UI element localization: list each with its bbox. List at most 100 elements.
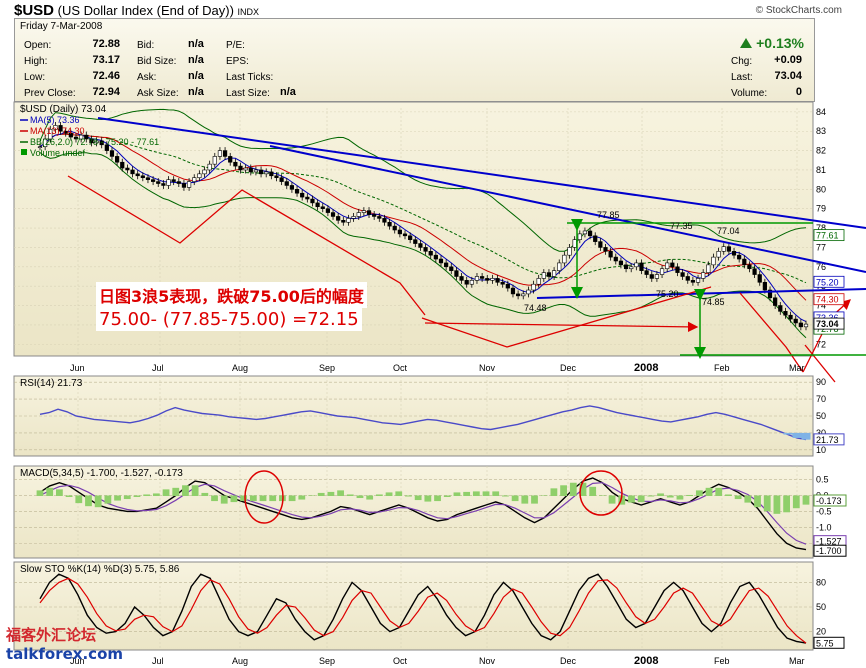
macd-histogram-bar xyxy=(550,488,558,496)
macd-histogram-bar xyxy=(85,495,92,507)
candle xyxy=(243,164,248,174)
macd-histogram-bar xyxy=(249,495,257,502)
x-label: Aug xyxy=(232,363,248,373)
candle xyxy=(778,302,783,315)
candle xyxy=(788,311,793,323)
candle xyxy=(474,272,480,284)
macd-histogram-bar xyxy=(598,495,606,496)
macd-histogram-bar xyxy=(676,495,684,500)
candle xyxy=(695,274,701,286)
macd-histogram-bar xyxy=(773,495,781,514)
x-label: Sep xyxy=(319,363,335,373)
candle xyxy=(767,286,773,302)
macd-histogram-bar xyxy=(511,495,519,502)
candle xyxy=(125,164,130,174)
price-tag: 74.30 xyxy=(813,293,845,306)
bid-value: n/a xyxy=(188,38,204,50)
macd-histogram-bar xyxy=(434,495,441,502)
candle xyxy=(428,247,433,259)
chg-value: +0.09 xyxy=(774,54,802,66)
macd-circle-right xyxy=(579,470,623,516)
svg-text:-0.173: -0.173 xyxy=(816,496,842,506)
macd-histogram-bar xyxy=(628,495,635,503)
price-tick-label: 78 xyxy=(816,223,826,233)
label-7785: 77.85 xyxy=(597,210,620,220)
candle xyxy=(212,152,217,168)
macd-title: MACD(5,34,5) -1.700, -1.527, -0.173 xyxy=(20,468,183,479)
macd-histogram-bar xyxy=(143,494,151,496)
indicator-tick-label: 0.5 xyxy=(816,475,829,485)
candle xyxy=(130,166,135,178)
x-label: 2008 xyxy=(634,362,658,374)
symbol-name: (US Dollar Index (End of Day)) xyxy=(57,3,234,18)
candle xyxy=(264,168,269,178)
svg-text:77.61: 77.61 xyxy=(816,231,839,241)
macd-histogram-bar xyxy=(123,495,131,500)
price-tag: 75.20 xyxy=(813,275,845,288)
indicator-tick-label: 90 xyxy=(816,377,826,387)
candle xyxy=(346,214,351,226)
candle xyxy=(192,174,197,186)
candle xyxy=(516,290,521,300)
macd-histogram-bar xyxy=(579,482,587,496)
rsi-panel xyxy=(13,375,814,457)
candle xyxy=(377,212,382,222)
sto-tag: 5.75 xyxy=(813,636,845,649)
macd-histogram-bar xyxy=(385,492,393,496)
macd-histogram-bar xyxy=(715,487,723,496)
macd-tag: -1.700 xyxy=(813,544,847,557)
x-label: Mar xyxy=(789,363,805,373)
bb-upper-line xyxy=(39,108,807,252)
candle xyxy=(310,195,315,207)
candle xyxy=(551,267,557,280)
candle xyxy=(659,265,665,279)
macd-histogram-bar xyxy=(472,491,480,496)
macd-histogram-bar xyxy=(637,495,645,503)
candle xyxy=(731,247,737,259)
macd-histogram-bar xyxy=(763,495,771,512)
candle xyxy=(665,259,670,273)
candle xyxy=(89,135,94,147)
legend-ma5: MA(5) 73.36 xyxy=(30,115,80,125)
open-label: Open: xyxy=(24,40,52,51)
candle xyxy=(202,166,207,178)
candle xyxy=(593,232,598,246)
candle xyxy=(156,178,161,188)
x-label-bottom: Mar xyxy=(789,656,805,666)
x-label-bottom: Dec xyxy=(560,656,577,666)
candle xyxy=(325,205,330,217)
macd-histogram-bar xyxy=(608,495,616,504)
candle xyxy=(449,263,454,275)
candle xyxy=(151,176,156,186)
wave-line-mid xyxy=(421,286,712,348)
candle xyxy=(269,168,274,180)
candle xyxy=(629,263,634,273)
candle xyxy=(798,319,803,331)
candle xyxy=(115,152,120,166)
volume-label: Volume: xyxy=(731,88,768,99)
rsi-oversold-fill xyxy=(783,432,793,435)
candle xyxy=(803,320,809,331)
candle xyxy=(330,209,336,220)
candle xyxy=(783,307,788,319)
price-tick-label: 80 xyxy=(816,184,826,194)
candle xyxy=(485,274,490,284)
macd-histogram-bar xyxy=(46,487,54,496)
candle xyxy=(613,253,618,265)
macd-histogram-bar xyxy=(783,495,791,513)
candle xyxy=(161,180,166,189)
macd-histogram-bar xyxy=(308,495,315,496)
price-legend-title: $USD (Daily) 73.04 xyxy=(20,104,107,115)
candle xyxy=(423,243,428,255)
candle xyxy=(336,212,341,224)
exchange: INDX xyxy=(237,7,260,17)
candle xyxy=(598,238,603,251)
macd-histogram-bar xyxy=(65,495,73,498)
site-credit[interactable]: © StockCharts.com xyxy=(755,5,842,16)
arrow-to-target xyxy=(424,321,699,333)
wave-line-left xyxy=(67,175,426,316)
price-tag: 73.04 xyxy=(813,317,845,330)
candle xyxy=(495,274,500,286)
macd-tag: -0.173 xyxy=(813,494,847,507)
price-panel xyxy=(13,101,814,357)
